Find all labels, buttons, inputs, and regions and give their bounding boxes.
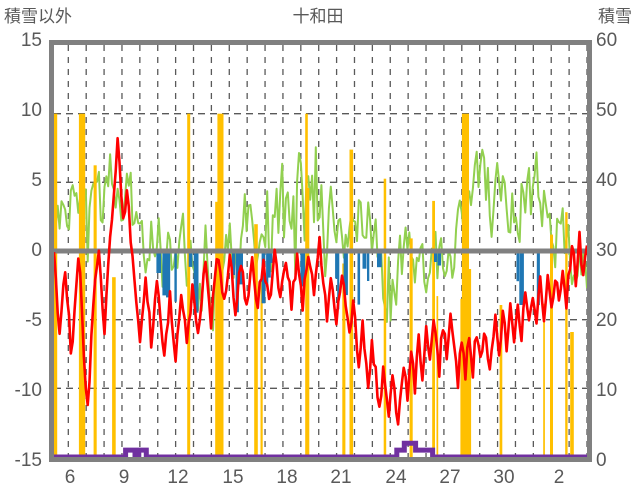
y-axis-tick-left-6: -15 xyxy=(14,450,42,471)
y-axis-tick-right-4: 20 xyxy=(596,310,618,331)
x-axis-tick-8: 30 xyxy=(493,467,515,488)
y-axis-tick-left-3: 0 xyxy=(31,240,42,261)
y-axis-tick-right-0: 60 xyxy=(596,30,618,51)
x-axis-tick-9: 2 xyxy=(553,467,565,488)
x-axis-tick-5: 21 xyxy=(330,467,352,488)
x-axis-tick-0: 6 xyxy=(64,467,76,488)
chart-canvas xyxy=(54,45,587,457)
y-axis-tick-right-6: 0 xyxy=(596,450,607,471)
y-axis-tick-right-3: 30 xyxy=(596,240,618,261)
x-axis-tick-4: 18 xyxy=(276,467,298,488)
y-axis-tick-left-0: 15 xyxy=(20,30,42,51)
plot-area xyxy=(49,40,592,462)
left-axis-unit-label: 積雪以外 xyxy=(4,7,72,26)
chart-title: 十和田 xyxy=(292,7,344,26)
x-axis-tick-2: 12 xyxy=(167,467,189,488)
x-axis-tick-1: 9 xyxy=(118,467,130,488)
y-axis-tick-right-2: 40 xyxy=(596,170,618,191)
y-axis-tick-right-5: 10 xyxy=(596,380,618,401)
x-axis-tick-6: 24 xyxy=(385,467,407,488)
y-axis-tick-left-2: 5 xyxy=(31,170,42,191)
y-axis-tick-left-5: -10 xyxy=(14,380,42,401)
x-axis-tick-7: 27 xyxy=(439,467,461,488)
y-axis-tick-left-1: 10 xyxy=(20,100,42,121)
y-axis-tick-right-1: 50 xyxy=(596,100,618,121)
x-axis-tick-3: 15 xyxy=(222,467,244,488)
plot-inner xyxy=(54,45,587,457)
right-axis-unit-label: 積雪 xyxy=(598,7,632,26)
y-axis-tick-left-4: -5 xyxy=(25,310,42,331)
